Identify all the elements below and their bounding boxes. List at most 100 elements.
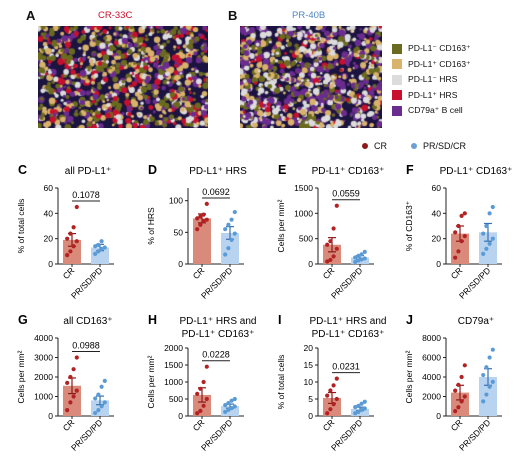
data-point — [453, 255, 458, 260]
y-axis-label: Cells per mm² — [146, 355, 156, 408]
data-point — [223, 252, 228, 257]
chart-j: J CD79a⁺ 0 2000 4000 6000 8000 Cells per mm² CR P… — [394, 308, 519, 458]
y-tick-label: 4000 — [422, 372, 441, 382]
data-point — [462, 234, 467, 239]
legend-label: PD-L1⁺ HRS — [408, 89, 458, 100]
data-point — [453, 409, 458, 414]
data-point — [93, 244, 98, 249]
data-point — [96, 242, 101, 248]
data-point — [198, 386, 203, 391]
data-point — [328, 407, 333, 412]
data-point — [99, 246, 104, 251]
legend-item: PD-L1⁻ HRS — [392, 72, 471, 88]
data-point — [65, 236, 70, 241]
data-point — [453, 388, 458, 393]
legend-item: PD-L1⁺ HRS — [392, 88, 471, 104]
y-tick-label: 0 — [48, 411, 53, 421]
data-point — [487, 384, 492, 389]
data-point — [204, 217, 209, 222]
data-point — [490, 347, 495, 352]
chart-svg: E PD-L1⁺ CD163⁺ 0 500 1000 1500 Cells per mm² C… — [276, 163, 384, 301]
legend-label: PD-L1⁻ HRS — [408, 74, 458, 85]
data-point — [229, 237, 234, 243]
p-value-label: 0.0559 — [332, 189, 360, 199]
chart-h: H PD-L1⁺ HRS and PD-L1⁺ CD163⁺ 0 500 1000 1500… — [136, 308, 261, 458]
data-point — [232, 396, 237, 402]
microscopy-image-b — [240, 26, 382, 128]
y-tick-label: 60 — [44, 183, 54, 193]
chart-f: F PD-L1⁺ CD163⁺ 0 20 40 60% of CD163⁺ CR PR/SD/… — [394, 158, 519, 306]
data-point — [353, 405, 358, 410]
y-axis-label: % of total cells — [276, 355, 286, 410]
y-tick-label: 1500 — [294, 183, 313, 193]
data-point — [198, 408, 203, 413]
data-point — [356, 403, 361, 408]
data-point — [229, 217, 234, 222]
image-label-a: CR-33C — [98, 10, 133, 21]
data-point — [99, 239, 104, 244]
chart-e: E PD-L1⁺ CD163⁺ 0 500 1000 1500 Cells per mm² C… — [266, 158, 391, 306]
data-point — [195, 411, 200, 416]
legend-swatch — [392, 105, 402, 116]
y-tick-label: 20 — [304, 343, 314, 353]
bar-pr-sd-pd — [91, 247, 109, 264]
data-point — [359, 252, 364, 257]
data-point — [481, 251, 486, 256]
panel-letter: D — [148, 163, 157, 177]
data-point — [334, 246, 339, 251]
chart-d: D PD-L1⁺ HRS 0 50 100% of HRS CR PR/SD/PD 0.069… — [136, 158, 261, 306]
data-point — [226, 246, 231, 251]
data-point — [93, 396, 98, 401]
data-point — [93, 410, 98, 416]
data-point — [223, 403, 228, 408]
chart-title-line2: PD-L1⁺ CD163⁺ — [312, 329, 385, 340]
data-point — [334, 203, 339, 208]
data-point — [362, 406, 367, 411]
y-tick-label: 8000 — [422, 333, 441, 343]
panel-letter: C — [18, 163, 27, 177]
data-point — [331, 402, 336, 407]
data-point — [462, 394, 467, 399]
data-point — [226, 400, 231, 406]
cr-legend-dot — [362, 143, 368, 149]
data-point — [459, 399, 464, 404]
data-point — [456, 249, 461, 254]
data-point — [229, 398, 234, 403]
data-point — [359, 407, 364, 412]
data-point — [71, 244, 76, 249]
y-tick-label: 4000 — [34, 333, 53, 343]
y-tick-label: 1000 — [34, 392, 53, 402]
data-point — [195, 391, 200, 396]
y-tick-label: 20 — [44, 234, 54, 244]
y-tick-label: 60 — [432, 183, 442, 193]
data-point — [71, 367, 76, 372]
data-point — [456, 223, 461, 229]
data-point — [459, 213, 464, 218]
legend-swatch — [392, 90, 402, 101]
data-point — [490, 204, 495, 210]
data-point — [331, 226, 336, 231]
data-point — [331, 383, 336, 388]
chart-title: CD79a⁺ — [458, 316, 494, 327]
x-tick-label: CR — [449, 417, 465, 433]
y-tick-label: 1500 — [164, 360, 183, 370]
data-point — [490, 379, 495, 384]
y-tick-label: 5 — [308, 394, 313, 404]
data-point — [487, 355, 492, 360]
data-point — [74, 204, 79, 210]
legend-label: CD79a⁺ B cell — [408, 105, 463, 116]
y-tick-label: 20 — [432, 234, 442, 244]
y-tick-label: 15 — [304, 360, 314, 370]
data-point — [232, 209, 237, 215]
panel-letter: E — [278, 163, 286, 177]
y-tick-label: 3000 — [34, 353, 53, 363]
legend-swatch — [392, 43, 402, 54]
data-point — [201, 218, 206, 224]
data-point — [462, 211, 467, 216]
data-point — [71, 394, 76, 399]
y-tick-label: 0 — [308, 411, 313, 421]
